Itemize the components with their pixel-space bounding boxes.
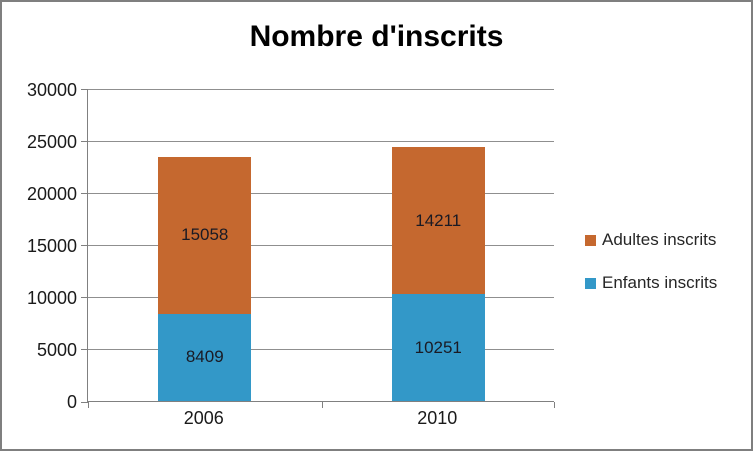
legend-item-enfants-inscrits: Enfants inscrits bbox=[585, 273, 717, 293]
y-axis-tick bbox=[81, 349, 88, 350]
y-axis: 0 5000 10000 15000 20000 25000 30000 bbox=[2, 80, 79, 412]
bar-segment-enfants-inscrits: 10251 bbox=[391, 294, 485, 401]
y-axis-label: 0 bbox=[66, 392, 77, 412]
y-axis-tick bbox=[81, 193, 88, 194]
y-axis-label: 25000 bbox=[26, 132, 77, 152]
y-axis-tick bbox=[81, 245, 88, 246]
y-axis-label: 15000 bbox=[26, 236, 77, 256]
legend-label: Adultes inscrits bbox=[602, 230, 717, 249]
x-axis-tick bbox=[322, 402, 323, 408]
bar-value-label: 8409 bbox=[185, 347, 224, 367]
legend-label: Enfants inscrits bbox=[602, 273, 718, 292]
chart-title: Nombre d'inscrits bbox=[249, 20, 504, 53]
x-axis-label: 2006 bbox=[183, 408, 224, 428]
y-axis-label: 5000 bbox=[36, 340, 77, 360]
plot-area: 8409 15058 10251 14211 bbox=[81, 89, 555, 408]
y-axis-tick bbox=[81, 141, 88, 142]
bar-2010: 10251 14211 bbox=[391, 146, 485, 401]
gridline bbox=[88, 193, 554, 194]
y-axis-label: 30000 bbox=[26, 80, 77, 100]
gridline bbox=[88, 89, 554, 90]
legend-swatch-icon bbox=[585, 277, 596, 289]
bar-value-label: 14211 bbox=[415, 210, 462, 230]
bar-value-label: 15058 bbox=[181, 225, 229, 245]
y-axis-label: 20000 bbox=[26, 184, 77, 204]
legend-item-adultes-inscrits: Adultes inscrits bbox=[585, 230, 717, 250]
bar-segment-enfants-inscrits: 8409 bbox=[158, 313, 252, 401]
y-axis-tick bbox=[81, 89, 88, 90]
bar-value-label: 10251 bbox=[414, 337, 462, 357]
bar-segment-adultes-inscrits: 15058 bbox=[158, 156, 252, 314]
y-axis-label: 10000 bbox=[26, 288, 77, 308]
x-axis-label: 2010 bbox=[417, 408, 458, 428]
gridline bbox=[88, 245, 554, 246]
gridline bbox=[88, 349, 554, 350]
y-axis-tick bbox=[81, 297, 88, 298]
gridline bbox=[88, 141, 554, 142]
x-axis-tick bbox=[88, 402, 89, 408]
x-axis-tick bbox=[554, 402, 555, 408]
gridline bbox=[88, 297, 554, 298]
y-axis-tick bbox=[81, 402, 88, 403]
bar-2006: 8409 15058 bbox=[158, 156, 252, 401]
x-axis: 2006 2010 bbox=[87, 408, 554, 434]
legend-swatch-icon bbox=[585, 234, 596, 246]
bar-segment-adultes-inscrits: 14211 bbox=[391, 146, 485, 295]
legend: Adultes inscrits Enfants inscrits bbox=[585, 230, 717, 316]
